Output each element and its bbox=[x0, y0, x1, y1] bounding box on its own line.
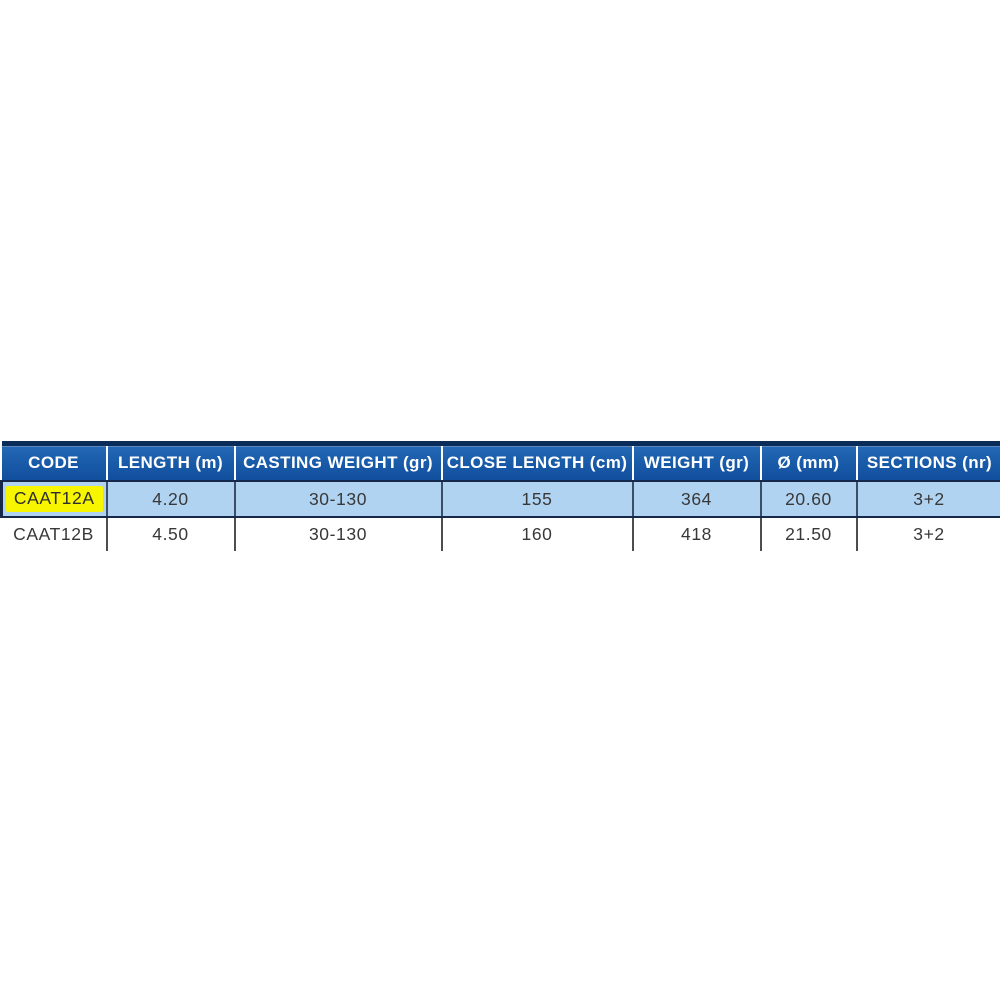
table-cell: 30-130 bbox=[233, 481, 442, 518]
header-row: CODE LENGTH (m) CASTING WEIGHT (gr) CLOSE L… bbox=[1, 441, 1000, 482]
table-header: CODE LENGTH (m) CASTING WEIGHT (gr) CLOSE L… bbox=[1, 441, 1000, 482]
table-body: CAAT12A 4.20 30-130 155 364 20.60 3+2 CAAT12B 4.… bbox=[0, 481, 1000, 551]
table-cell: 30-130 bbox=[233, 517, 442, 551]
table-cell: 20.60 bbox=[759, 481, 857, 518]
table-cell: 418 bbox=[631, 517, 761, 551]
spec-table: CODE LENGTH (m) CASTING WEIGHT (gr) CLOSE L… bbox=[0, 441, 1000, 551]
table-row: CAAT12B 4.50 30-130 160 418 21.50 3+2 bbox=[1, 517, 1000, 551]
table-cell: 4.20 bbox=[105, 481, 235, 518]
column-header-length-m: LENGTH (m) bbox=[105, 441, 235, 482]
column-header-sections-nr: SECTIONS (nr) bbox=[855, 441, 1000, 482]
column-header-mm: Ø (mm) bbox=[759, 441, 857, 482]
table-cell: 155 bbox=[440, 481, 633, 518]
column-header-close-length-cm: CLOSE LENGTH (cm) bbox=[440, 441, 633, 482]
column-header-code: CODE bbox=[1, 441, 107, 482]
column-header-casting-weight-gr: CASTING WEIGHT (gr) bbox=[233, 441, 442, 482]
table-cell: CAAT12A bbox=[0, 481, 107, 518]
table-cell: 4.50 bbox=[105, 517, 235, 551]
table-cell: 364 bbox=[631, 481, 761, 518]
table-row: CAAT12A 4.20 30-130 155 364 20.60 3+2 bbox=[0, 481, 1000, 518]
table-cell: 160 bbox=[440, 517, 633, 551]
table-cell: 3+2 bbox=[855, 481, 1000, 518]
column-header-weight-gr: WEIGHT (gr) bbox=[631, 441, 761, 482]
table-cell: 21.50 bbox=[759, 517, 857, 551]
highlighted-code: CAAT12A bbox=[5, 486, 103, 512]
table-cell: 3+2 bbox=[855, 517, 1000, 551]
table-cell: CAAT12B bbox=[1, 517, 107, 551]
